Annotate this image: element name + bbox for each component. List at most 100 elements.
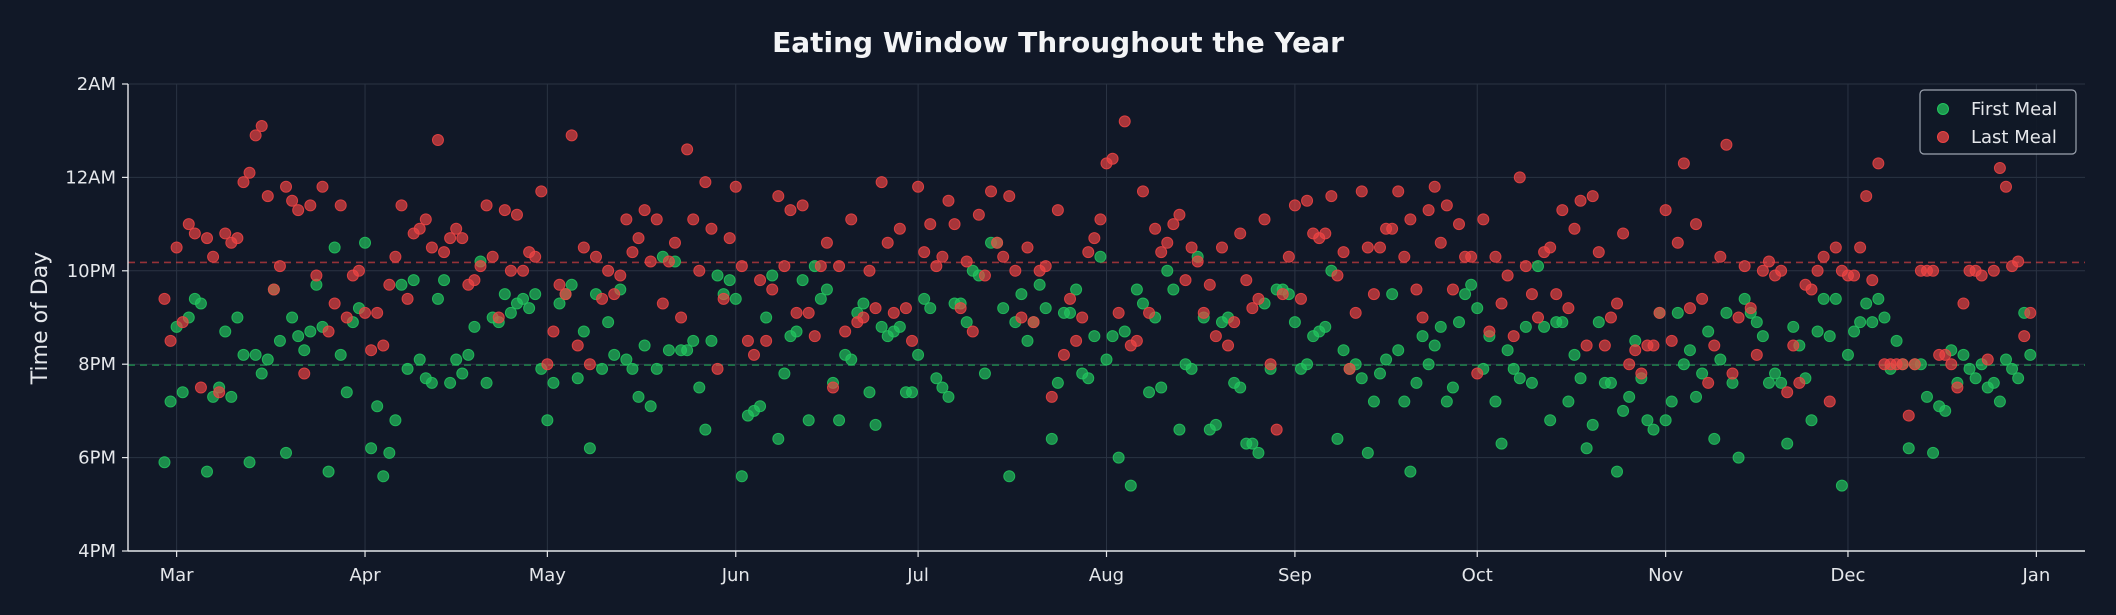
data-point: [480, 376, 493, 389]
data-point: [845, 353, 858, 366]
data-point: [1580, 339, 1593, 352]
data-point: [699, 423, 712, 436]
data-point: [577, 241, 590, 254]
data-point: [1532, 260, 1545, 273]
data-point: [1519, 320, 1532, 333]
data-point: [1143, 386, 1156, 399]
data-point: [924, 218, 937, 231]
data-point: [523, 302, 536, 315]
data-point: [1957, 297, 1970, 310]
data-point: [978, 367, 991, 380]
data-point: [431, 134, 444, 147]
data-point: [723, 274, 736, 287]
data-point: [1094, 250, 1107, 263]
data-point: [1301, 358, 1314, 371]
data-point: [1683, 302, 1696, 315]
data-point: [693, 264, 706, 277]
data-point: [1015, 311, 1028, 324]
data-point: [954, 302, 967, 315]
data-point: [930, 260, 943, 273]
data-point: [1070, 283, 1083, 296]
data-point: [468, 274, 481, 287]
data-point: [991, 236, 1004, 249]
data-point: [1592, 316, 1605, 329]
data-point: [1568, 348, 1581, 361]
data-point: [1829, 241, 1842, 254]
data-points: [158, 115, 2037, 492]
data-point: [395, 199, 408, 212]
x-tick-label: May: [529, 565, 567, 586]
data-point: [1927, 264, 1940, 277]
data-point: [298, 344, 311, 357]
data-point: [559, 288, 572, 301]
data-point: [662, 344, 675, 357]
data-point: [1513, 171, 1526, 184]
legend: First Meal Last Meal: [1919, 89, 2077, 155]
data-point: [1288, 199, 1301, 212]
data-point: [1234, 381, 1247, 394]
data-point: [413, 353, 426, 366]
data-point: [784, 204, 797, 217]
data-point: [419, 213, 432, 226]
data-point: [808, 330, 821, 343]
data-point: [1726, 367, 1739, 380]
data-point: [1513, 372, 1526, 385]
data-point: [1422, 204, 1435, 217]
data-point: [1057, 348, 1070, 361]
data-point: [1860, 190, 1873, 203]
data-point: [1866, 316, 1879, 329]
data-point: [997, 302, 1010, 315]
data-point: [438, 246, 451, 259]
data-point: [1805, 283, 1818, 296]
data-point: [1896, 358, 1909, 371]
data-point: [292, 330, 305, 343]
data-point: [893, 320, 906, 333]
data-point: [1033, 278, 1046, 291]
data-point: [1811, 325, 1824, 338]
data-point: [1252, 446, 1265, 459]
data-point: [1252, 292, 1265, 305]
data-point: [881, 236, 894, 249]
data-point: [1064, 292, 1077, 305]
data-point: [1920, 390, 1933, 403]
data-point: [650, 362, 663, 375]
data-point: [1355, 185, 1368, 198]
data-point: [1525, 376, 1538, 389]
data-point: [1392, 344, 1405, 357]
data-point: [1398, 250, 1411, 263]
data-point: [1999, 180, 2012, 193]
data-point: [1635, 367, 1648, 380]
data-point: [413, 222, 426, 235]
data-point: [1781, 437, 1794, 450]
data-point: [948, 218, 961, 231]
data-point: [869, 302, 882, 315]
data-point: [1744, 302, 1757, 315]
data-point: [608, 288, 621, 301]
data-point: [1604, 311, 1617, 324]
data-point: [681, 344, 694, 357]
data-point: [334, 348, 347, 361]
data-point: [1246, 437, 1259, 450]
data-point: [705, 222, 718, 235]
data-point: [1167, 283, 1180, 296]
data-point: [1683, 344, 1696, 357]
data-point: [383, 278, 396, 291]
data-point: [705, 334, 718, 347]
data-point: [401, 362, 414, 375]
data-point: [243, 456, 256, 469]
x-tick-label: Nov: [1648, 565, 1683, 586]
data-point: [1562, 395, 1575, 408]
data-point: [723, 232, 736, 245]
data-point: [1708, 432, 1721, 445]
data-point: [1507, 330, 1520, 343]
data-point: [1854, 241, 1867, 254]
data-point: [1769, 367, 1782, 380]
data-point: [2006, 362, 2019, 375]
data-point: [176, 316, 189, 329]
data-point: [1477, 213, 1490, 226]
data-point: [1282, 250, 1295, 263]
data-point: [1021, 334, 1034, 347]
data-point: [1829, 292, 1842, 305]
data-point: [1647, 423, 1660, 436]
data-point: [1617, 227, 1630, 240]
